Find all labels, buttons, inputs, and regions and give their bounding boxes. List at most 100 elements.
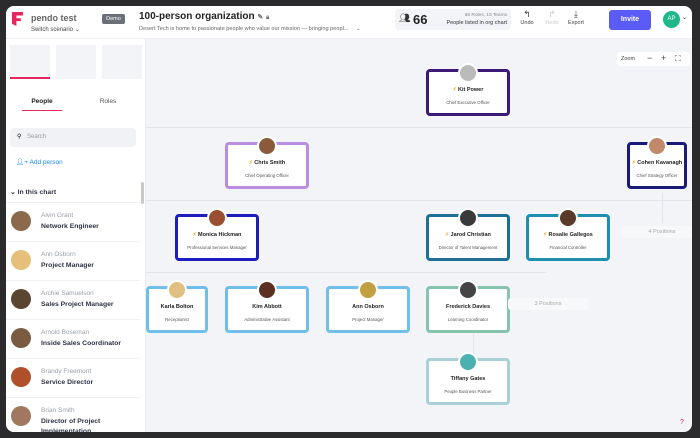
people-count-box: 👥︎ 66 66 Roles, 15 Teams People listed i… (395, 9, 511, 30)
search-input[interactable]: ⚲ Search (10, 128, 136, 147)
card-role: Administrative Assistant (244, 317, 290, 322)
card-name: Chris Smith (254, 160, 286, 166)
person-photo (647, 136, 667, 156)
card-role: Chief Strategy Officer (636, 173, 678, 178)
person-photo (458, 63, 478, 83)
org-card[interactable]: ⚡︎ Cohen Kavanagh Chief Strategy Officer (627, 136, 687, 189)
list-item[interactable]: Ann Osborn Project Manager (6, 242, 140, 281)
org-card[interactable]: ⚡︎ Jarod Christian Director of Talent Man… (426, 208, 510, 261)
count-sub: 66 Roles, 15 Teams (464, 13, 507, 18)
org-card[interactable]: ⚡︎ Monica Hickman Professional Services M… (175, 208, 259, 261)
chart-canvas[interactable]: Zoom − + ⛶ ⚡︎ Kit Power Chief Executive O… (146, 39, 692, 432)
tab-people[interactable]: People (22, 98, 62, 111)
help-icon[interactable]: ? (680, 419, 684, 426)
person-photo (11, 406, 31, 426)
lead-icon: ⚡︎ (248, 160, 253, 166)
demo-badge: Demo (102, 14, 125, 24)
zoom-label: Zoom (621, 56, 636, 62)
card-role: Chief Operating Officer (245, 173, 289, 178)
add-person-label: Add person (29, 159, 63, 166)
zoom-in-button[interactable]: + (661, 53, 667, 63)
person-photo (11, 211, 31, 231)
switch-scenario[interactable]: Switch scenario ⌄ (31, 27, 80, 33)
lock-icon[interactable]: 🔒︎ (266, 15, 270, 21)
undo-button[interactable]: ↰ Undo (517, 9, 537, 26)
org-card[interactable]: ⚡︎ Rosalie Gallegos Financial Controller (526, 208, 610, 261)
card-name: Jarod Christian (450, 232, 491, 238)
person-photo (358, 280, 378, 300)
org-card[interactable]: ⚡︎ Chris Smith Chief Operating Officer (225, 136, 309, 189)
view-cards-thumb[interactable] (10, 45, 50, 79)
section-in-this-chart[interactable]: ⌄ In this chart (6, 180, 140, 203)
header: pendo test Switch scenario ⌄ Demo 100-pe… (6, 6, 692, 39)
sidebar: People Roles ⚲ Search 👤︎+ Add person ⌄ I… (6, 39, 146, 432)
redo-icon: ↱ (548, 9, 556, 19)
fullscreen-icon[interactable]: ⛶ (675, 54, 681, 63)
people-icon: 👥︎ (399, 13, 411, 23)
org-title[interactable]: 100-person organization (139, 11, 255, 22)
list-item[interactable]: Brandy Freemont Service Director (6, 359, 140, 398)
connector (146, 272, 546, 273)
download-icon: ⤓ (574, 9, 578, 19)
export-button[interactable]: ⤓ Export (566, 9, 586, 26)
person-role: Service Director (41, 379, 94, 386)
positions-placeholder[interactable]: 3 Positions (508, 298, 588, 310)
section-label: In this chart (17, 189, 57, 196)
count-label: People listed in org chart (446, 20, 507, 26)
view-tree-thumb[interactable] (56, 45, 96, 79)
card-name: Kit Power (458, 87, 484, 93)
person-photo (458, 352, 478, 372)
description[interactable]: Desert Tech is home to passionate people… (139, 26, 361, 32)
person-photo (167, 280, 187, 300)
tab-roles[interactable]: Roles (99, 98, 117, 105)
people-count: 66 (413, 12, 428, 27)
redo-button[interactable]: ↱ Redo (542, 9, 562, 26)
card-name: Monica Hickman (198, 232, 242, 238)
person-role: Sales Project Manager (41, 301, 114, 308)
person-photo (11, 367, 31, 387)
card-role: Learning Coordinator (447, 317, 489, 322)
chevron-down-icon[interactable]: ⌄ (682, 15, 688, 21)
connector (146, 200, 692, 201)
chevron-down-icon[interactable]: ⌄ (356, 26, 361, 32)
zoom-out-button[interactable]: − (647, 53, 653, 63)
lead-icon: ⚡︎ (445, 232, 449, 238)
org-card[interactable]: Karla Bolton Receptionist (146, 280, 208, 333)
add-person-button[interactable]: 👤︎+ Add person (16, 158, 63, 166)
org-card[interactable]: Frederick Davies Learning Coordinator (426, 280, 510, 333)
connector (662, 193, 663, 223)
person-role: Project Manager (41, 262, 94, 269)
description-text: Desert Tech is home to passionate people… (139, 26, 349, 32)
list-item[interactable]: Archie Samuelson Sales Project Manager (6, 281, 140, 320)
undo-label: Undo (520, 20, 534, 26)
org-card[interactable]: Ann Osborn Project Manager (326, 280, 410, 333)
edit-icon[interactable]: ✎ (257, 14, 264, 21)
export-label: Export (568, 20, 584, 26)
lead-icon: ⚡︎ (192, 232, 197, 238)
person-name: Brian Smith (41, 407, 75, 414)
invite-button[interactable]: Invite (609, 10, 651, 30)
card-name: Kim Abbott (252, 304, 282, 310)
person-photo (11, 289, 31, 309)
avatar[interactable]: AP (663, 11, 680, 28)
card-role: People Business Partner (444, 389, 492, 394)
card-name: Ann Osborn (352, 304, 384, 310)
org-card[interactable]: Tiffany Gates People Business Partner (426, 352, 510, 405)
view-list-thumb[interactable] (102, 45, 142, 79)
list-item[interactable]: Alvin Grant Network Engineer (6, 203, 140, 242)
org-card[interactable]: ⚡︎ Kit Power Chief Executive Officer (426, 63, 510, 116)
add-person-icon: 👤︎+ (16, 159, 29, 166)
person-photo (207, 208, 227, 228)
card-role: Receptionist (165, 317, 189, 322)
person-role: Director of Project Implementation (41, 418, 101, 432)
org-card[interactable]: Kim Abbott Administrative Assistant (225, 280, 309, 333)
list-item[interactable]: Brian Smith Director of Project Implement… (6, 398, 140, 432)
list-item[interactable]: Arnold Boseman Inside Sales Coordinator (6, 320, 140, 359)
card-role: Financial Controller (549, 245, 587, 250)
zoom-controls: Zoom − + ⛶ (617, 52, 690, 66)
person-role: Inside Sales Coordinator (41, 340, 122, 347)
person-photo (11, 250, 31, 270)
scrollbar[interactable] (141, 182, 144, 204)
positions-placeholder[interactable]: 4 Positions (622, 226, 692, 238)
person-name: Arnold Boseman (41, 329, 90, 336)
